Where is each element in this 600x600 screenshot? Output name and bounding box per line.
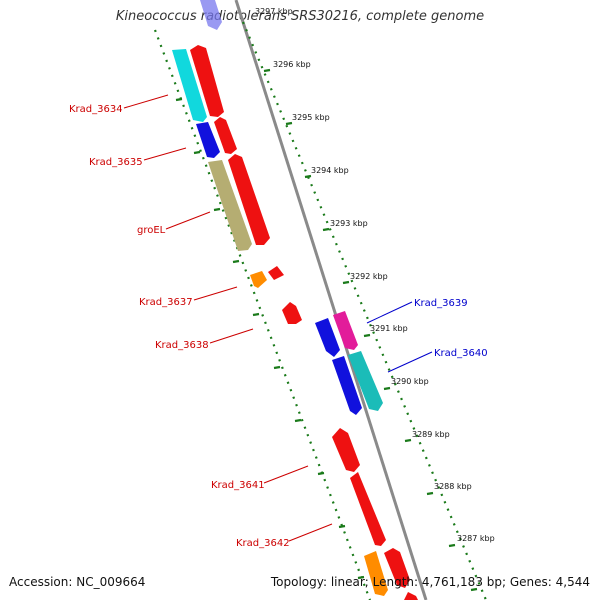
gene-arrow-magenta-3639[interactable] — [333, 311, 358, 350]
kbp-label: 3291 kbp — [370, 324, 408, 333]
label-connectors — [123, 94, 433, 542]
gene-arrow-blue-3639[interactable] — [315, 318, 340, 357]
genome-backbone — [234, 0, 428, 600]
gene-label-krad-3641[interactable]: Krad_3641 — [211, 480, 265, 491]
kbp-tick — [383, 386, 391, 391]
genome-summary-label: Topology: linear; Length: 4,761,183 bp; … — [270, 575, 590, 589]
connector-krad-3642 — [288, 523, 333, 542]
gene-arrow-red-3637[interactable] — [268, 266, 284, 280]
kbp-tick — [342, 280, 350, 285]
gene-arrow-red-3635[interactable] — [214, 117, 237, 154]
kbp-tick — [285, 121, 293, 126]
gene-arrow-red-3642[interactable] — [350, 472, 386, 546]
gene-label-krad-3634[interactable]: Krad_3634 — [69, 104, 123, 115]
left-tick — [317, 471, 325, 476]
left-tick — [232, 259, 240, 264]
kbp-tick — [304, 174, 312, 179]
connector-krad-3639 — [366, 301, 413, 324]
gene-label-krad-3638[interactable]: Krad_3638 — [155, 340, 209, 351]
gene-arrow-cyan-3634[interactable] — [172, 49, 207, 122]
gene-label-krad-3637[interactable]: Krad_3637 — [139, 297, 193, 308]
gene-label-krad-3635[interactable]: Krad_3635 — [89, 157, 143, 168]
gene-label-groel[interactable]: groEL — [137, 225, 166, 236]
kbp-label: 3289 kbp — [412, 430, 450, 439]
gene-arrow-red-bottom-partial[interactable] — [404, 592, 418, 600]
kbp-tick — [470, 587, 478, 592]
left-tick — [175, 97, 183, 102]
connector-krad-3641 — [263, 465, 309, 484]
kbp-label: 3296 kbp — [273, 60, 311, 69]
left-tick — [273, 365, 281, 370]
kbp-tick — [426, 491, 434, 496]
gene-arrow-red-bottom[interactable] — [384, 548, 410, 588]
left-tick — [193, 150, 201, 155]
kbp-tick — [448, 543, 456, 548]
kbp-tick — [404, 438, 412, 443]
kbp-tick — [322, 227, 330, 232]
kbp-label: 3290 kbp — [391, 377, 429, 386]
tick-track-right — [241, 21, 488, 600]
gene-arrow-red-3641[interactable] — [332, 428, 360, 472]
gene-arrow-teal-3640[interactable] — [348, 351, 383, 411]
gene-arrow-blue-3640[interactable] — [332, 356, 362, 415]
kbp-tick — [363, 333, 371, 338]
kbp-label: 3297 kbp — [255, 7, 293, 16]
kbp-label: 3294 kbp — [311, 166, 349, 175]
gene-label-krad-3642[interactable]: Krad_3642 — [236, 538, 290, 549]
kbp-label: 3292 kbp — [350, 272, 388, 281]
left-tick — [357, 575, 365, 580]
tick-track-left — [153, 29, 372, 600]
kbp-ticks — [263, 68, 478, 592]
gene-arrow-top-partial[interactable] — [200, 0, 222, 30]
gene-arrow-red-groel[interactable] — [228, 154, 270, 245]
gene-arrow-blue-3635[interactable] — [196, 122, 220, 158]
left-tick — [252, 312, 260, 317]
kbp-tick — [263, 68, 271, 73]
connector-krad-3637 — [193, 286, 238, 301]
connector-groel — [165, 211, 211, 230]
connector-krad-3634 — [123, 94, 169, 109]
gene-arrow-red-3634[interactable] — [190, 45, 224, 117]
connector-krad-3640 — [387, 351, 433, 373]
gene-arrow-red-3638[interactable] — [282, 302, 302, 324]
accession-label: Accession: NC_009664 — [9, 575, 146, 589]
left-tick — [213, 207, 221, 212]
gene-label-krad-3640[interactable]: Krad_3640 — [434, 348, 488, 359]
kbp-label: 3293 kbp — [330, 219, 368, 228]
left-tick — [294, 418, 302, 423]
left-tick — [338, 524, 346, 529]
kbp-label: 3295 kbp — [292, 113, 330, 122]
kbp-label: 3287 kbp — [457, 534, 495, 543]
gene-arrow-orange-bottom[interactable] — [364, 551, 388, 596]
gene-label-krad-3639[interactable]: Krad_3639 — [414, 298, 468, 309]
kbp-label: 3288 kbp — [434, 482, 472, 491]
gene-arrow-olive-groel[interactable] — [208, 160, 252, 251]
left-ticks — [175, 97, 365, 580]
connector-krad-3638 — [209, 328, 254, 344]
connector-krad-3635 — [143, 147, 187, 161]
gene-arrow-orange-3637[interactable] — [250, 271, 267, 288]
